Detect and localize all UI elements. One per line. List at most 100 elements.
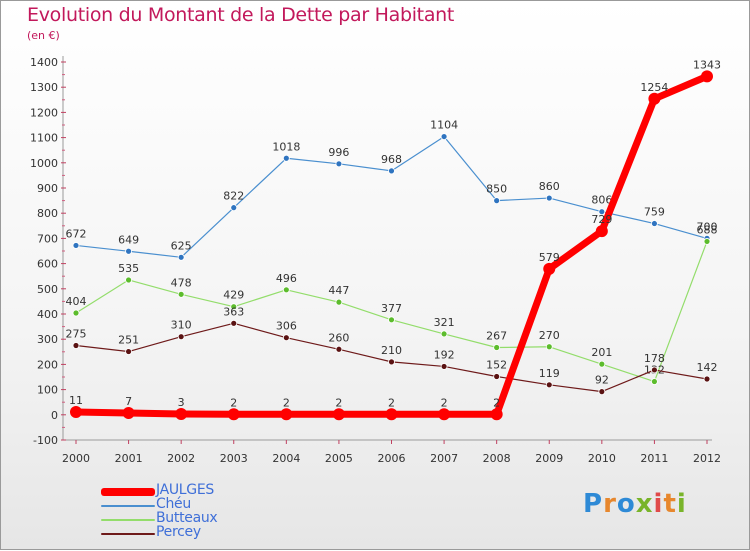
- logo-letter: i: [676, 489, 687, 519]
- data-label-jaulges: 7: [125, 395, 132, 408]
- data-label-butteaux: 478: [171, 276, 192, 289]
- data-label-percey: 178: [644, 352, 665, 365]
- data-label-jaulges: 2: [441, 396, 448, 409]
- data-label-percey: 251: [118, 334, 139, 347]
- y-tick-label: 1000: [30, 157, 58, 170]
- x-tick-label: 2002: [167, 452, 195, 465]
- x-tick-label: 2007: [430, 452, 458, 465]
- data-label-percey: 152: [486, 358, 507, 371]
- x-tick-label: 2008: [483, 452, 511, 465]
- legend-swatch: [101, 488, 155, 496]
- data-point-percey: [703, 375, 711, 383]
- data-label-butteaux: 404: [66, 295, 87, 308]
- data-point-cheu: [177, 253, 185, 261]
- data-point-jaulges: [280, 408, 293, 421]
- data-label-cheu: 822: [223, 190, 244, 203]
- y-tick-label: 900: [37, 182, 58, 195]
- y-tick-label: 0: [51, 409, 58, 422]
- data-point-jaulges: [227, 408, 240, 421]
- data-point-cheu: [125, 247, 132, 255]
- data-point-butteaux: [72, 309, 80, 317]
- data-point-percey: [72, 342, 80, 349]
- chart-subtitle: (en €): [27, 29, 60, 42]
- data-point-percey: [335, 345, 343, 353]
- data-label-percey: 275: [66, 328, 87, 341]
- y-tick-label: 1300: [30, 81, 58, 94]
- data-point-percey: [282, 334, 290, 342]
- data-label-cheu: 1104: [430, 119, 458, 132]
- data-label-cheu: 968: [381, 153, 402, 166]
- data-point-butteaux: [230, 303, 238, 311]
- data-point-percey: [177, 333, 185, 341]
- data-point-butteaux: [440, 330, 448, 338]
- y-tick-label: 1200: [30, 106, 58, 119]
- data-label-percey: 306: [276, 320, 297, 333]
- data-label-jaulges: 579: [539, 251, 560, 264]
- proxiti-logo: Proxiti: [583, 489, 687, 519]
- data-label-butteaux: 270: [539, 329, 560, 342]
- data-label-cheu: 700: [697, 220, 718, 233]
- y-tick-label: 700: [37, 232, 58, 245]
- data-label-cheu: 860: [539, 180, 560, 193]
- data-point-percey: [388, 358, 395, 366]
- data-label-percey: 310: [171, 319, 192, 332]
- data-point-percey: [545, 381, 553, 389]
- data-label-cheu: 1018: [272, 140, 300, 153]
- y-tick-label: 200: [37, 358, 58, 371]
- data-point-jaulges: [122, 407, 135, 420]
- x-tick-label: 2000: [62, 452, 90, 465]
- data-label-butteaux: 447: [328, 284, 349, 297]
- data-label-cheu: 996: [328, 146, 349, 159]
- data-label-percey: 363: [223, 305, 244, 318]
- data-label-butteaux: 377: [381, 302, 402, 315]
- data-point-cheu: [598, 208, 606, 216]
- logo-letter: t: [663, 489, 677, 519]
- data-point-percey: [651, 366, 658, 374]
- data-label-butteaux: 267: [486, 330, 507, 343]
- data-label-butteaux: 201: [591, 346, 612, 359]
- data-point-butteaux: [177, 290, 185, 298]
- data-point-butteaux: [545, 343, 553, 351]
- data-point-butteaux: [388, 316, 395, 324]
- data-point-percey: [230, 319, 238, 327]
- data-point-cheu: [493, 197, 501, 205]
- x-tick-label: 2001: [115, 452, 143, 465]
- data-point-percey: [493, 373, 501, 380]
- data-label-jaulges: 2: [335, 396, 342, 409]
- y-tick-label: 100: [37, 384, 58, 397]
- data-point-jaulges: [70, 406, 82, 419]
- data-point-butteaux: [493, 344, 501, 351]
- data-point-percey: [125, 348, 132, 355]
- data-label-butteaux: 429: [223, 289, 244, 302]
- x-tick-label: 2005: [325, 452, 353, 465]
- data-label-jaulges: 2: [388, 396, 395, 409]
- legend-swatch: [101, 533, 155, 535]
- data-point-jaulges: [595, 225, 608, 238]
- data-label-jaulges: 11: [69, 394, 83, 407]
- data-label-cheu: 806: [591, 194, 612, 207]
- data-point-butteaux: [598, 360, 606, 368]
- data-point-cheu: [230, 204, 238, 212]
- logo-letter: r: [603, 489, 617, 519]
- data-point-cheu: [545, 194, 553, 202]
- x-tick-label: 2009: [535, 452, 563, 465]
- data-point-cheu: [335, 160, 343, 168]
- y-tick-label: -100: [33, 434, 58, 447]
- logo-letter: x: [635, 489, 654, 519]
- y-tick-label: 600: [37, 258, 58, 271]
- data-point-jaulges: [648, 92, 661, 105]
- data-point-jaulges: [701, 70, 713, 83]
- data-label-jaulges: 1254: [640, 81, 668, 94]
- data-label-cheu: 672: [66, 227, 87, 240]
- data-label-butteaux: 321: [434, 316, 455, 329]
- data-label-percey: 210: [381, 344, 402, 357]
- data-label-butteaux: 535: [118, 262, 139, 275]
- data-label-cheu: 759: [644, 206, 665, 219]
- data-point-cheu: [651, 220, 658, 227]
- x-tick-label: 2011: [640, 452, 668, 465]
- x-tick-label: 2010: [588, 452, 616, 465]
- data-label-percey: 142: [697, 361, 718, 374]
- data-label-percey: 92: [595, 374, 609, 387]
